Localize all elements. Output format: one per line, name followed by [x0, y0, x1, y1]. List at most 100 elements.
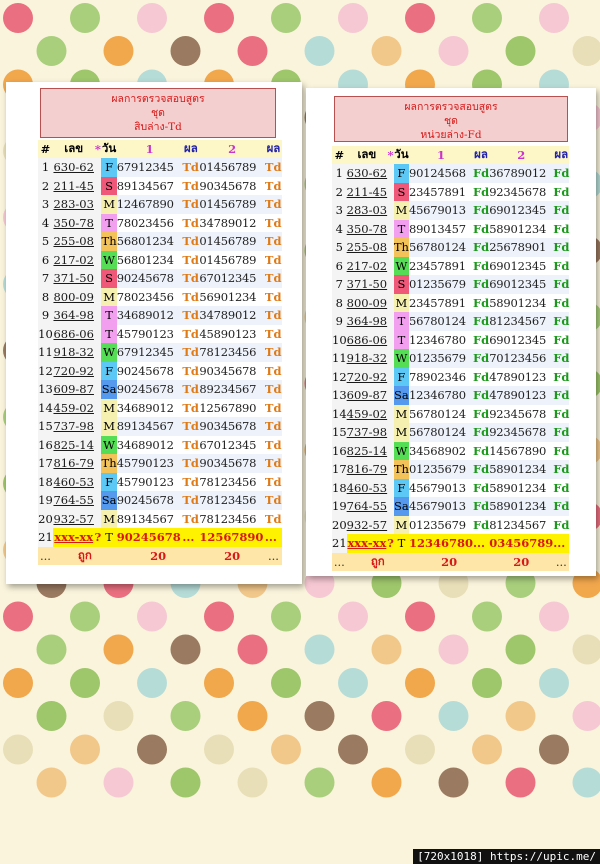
row-number: 12 [38, 361, 53, 380]
row-result2: Fd [553, 369, 570, 384]
row-code-link[interactable]: 364-98 [346, 314, 388, 329]
row-set1-digits: 56780124 [408, 423, 473, 442]
row-code-link[interactable]: 816-79 [53, 456, 94, 471]
row-code-link[interactable]: 609-87 [53, 382, 94, 397]
background-dot [539, 601, 569, 632]
table-row: 17 816-79 Th 01235679 Fd 58901234 Fd [332, 460, 570, 479]
row-number: 4 [38, 213, 53, 232]
row-set2-digits: 92345678 [489, 184, 547, 199]
row-set2-digits: 78123456 [199, 474, 257, 489]
row-code-link[interactable]: 800-09 [346, 295, 388, 310]
row-code-link[interactable]: 350-78 [346, 221, 388, 236]
footer-total-set2: 20 [489, 552, 554, 571]
row-code-link[interactable]: 720-92 [346, 369, 388, 384]
row-day-badge: Sa [101, 491, 117, 510]
row-code-link[interactable]: 211-45 [53, 178, 94, 193]
row-code-link[interactable]: 283-03 [346, 203, 388, 218]
row-result1: Td [182, 326, 199, 341]
row-code-link[interactable]: 364-98 [53, 308, 94, 323]
row-number: 3 [332, 201, 347, 220]
background-dot [438, 701, 469, 731]
table-row: 14 459-02 M 34689012 Td 12567890 Td [38, 398, 282, 417]
row-result2: Td [264, 511, 282, 526]
row-code-link[interactable]: 800-09 [53, 289, 94, 304]
row-result2: Fd [553, 443, 570, 458]
row-set2-digits: 92345678 [489, 406, 547, 421]
row-result2: Td [264, 326, 282, 341]
row-number: 7 [38, 269, 53, 288]
row-result2: Fd [553, 497, 570, 516]
background-dot [3, 668, 33, 698]
row-day-badge: S [393, 275, 409, 294]
row-code-link[interactable]: 686-06 [53, 326, 94, 341]
row-code-link[interactable]: 255-08 [346, 240, 388, 255]
row-code-link[interactable]: 932-57 [53, 511, 94, 526]
row-code-link[interactable]: 918-32 [346, 351, 388, 366]
row-star [94, 232, 102, 251]
row-code-link[interactable]: 825-14 [53, 437, 94, 452]
row-code-link[interactable]: 737-98 [346, 425, 388, 440]
row-code-link[interactable]: 459-02 [346, 406, 388, 421]
row-code-link[interactable]: 720-92 [53, 363, 94, 378]
row-code-link[interactable]: 630-62 [346, 166, 388, 181]
row-number: 16 [332, 441, 347, 460]
row-code-link[interactable]: 217-02 [53, 252, 94, 267]
summary-set2-digits: 12567890 [199, 528, 265, 547]
row-set2-digits: 47890123 [489, 369, 547, 384]
table-row: 18 460-53 F 45679013 Fd 58901234 Fd [332, 478, 569, 497]
row-code-link[interactable]: 350-78 [53, 215, 94, 230]
row-number: 9 [332, 312, 347, 331]
row-result2: Td [264, 454, 282, 473]
row-code-link[interactable]: 630-62 [53, 160, 94, 175]
row-code-link[interactable]: 283-03 [53, 197, 94, 212]
row-number: 8 [332, 293, 347, 312]
row-code-link[interactable]: 816-79 [346, 462, 388, 477]
row-set1-digits: 34689012 [116, 400, 174, 415]
row-result1: Fd [472, 238, 490, 257]
table-row: 19 764-55 Sa 90245678 Td 78123456 Td [38, 491, 282, 510]
row-set2-digits: 14567890 [489, 443, 547, 458]
row-code-link[interactable]: 255-08 [53, 234, 94, 249]
row-star [94, 380, 102, 399]
row-result2: Fd [553, 201, 570, 220]
col-num-header: # [38, 140, 53, 158]
row-code-link[interactable]: 686-06 [346, 332, 388, 347]
row-set2-digits: 47890123 [489, 386, 554, 405]
row-code-cell: 737-98 [346, 423, 388, 442]
row-result1: Fd [472, 275, 490, 294]
row-code-link[interactable]: 460-53 [53, 474, 94, 489]
row-code-link[interactable]: 459-02 [53, 400, 94, 415]
row-star [387, 349, 394, 368]
row-set1-digits: 56780124 [408, 312, 473, 331]
background-dot [539, 668, 569, 698]
row-code-link[interactable]: 217-02 [346, 258, 388, 273]
row-code-link[interactable]: 211-45 [346, 184, 388, 199]
row-code-link[interactable]: 918-32 [53, 345, 94, 360]
row-code-link[interactable]: 609-87 [346, 388, 388, 403]
row-code-link[interactable]: 764-55 [53, 493, 94, 508]
row-code-cell: 918-32 [52, 343, 95, 362]
row-result1: Fd [472, 517, 490, 532]
summary-star: ? [387, 534, 394, 553]
summary-code-link[interactable]: xxx-xx [54, 530, 94, 545]
row-set1-digits: 89013457 [408, 221, 466, 236]
row-result2: Td [264, 437, 282, 452]
row-code-link[interactable]: 825-14 [346, 443, 388, 458]
row-code-link[interactable]: 371-50 [346, 277, 388, 292]
row-code-link[interactable]: 737-98 [53, 419, 94, 434]
row-number: 7 [332, 275, 347, 294]
table-row: 13 609-87 Sa 90245678 Td 89234567 Td [38, 380, 282, 399]
row-result1: Fd [472, 295, 490, 310]
row-code-link[interactable]: 371-50 [53, 271, 94, 286]
row-code-link[interactable]: 764-55 [346, 499, 388, 514]
row-set2-digits: 78123456 [199, 343, 265, 362]
summary-code-link[interactable]: xxx-xx [347, 536, 387, 551]
row-code-link[interactable]: 460-53 [346, 480, 388, 495]
row-code-link[interactable]: 932-57 [346, 517, 388, 532]
background-dot [271, 601, 301, 632]
row-star [94, 195, 102, 214]
row-code-cell: 255-08 [346, 238, 388, 257]
background-dot [505, 701, 536, 731]
row-result2: Td [264, 178, 282, 193]
row-set1-digits: 23457891 [408, 295, 466, 310]
